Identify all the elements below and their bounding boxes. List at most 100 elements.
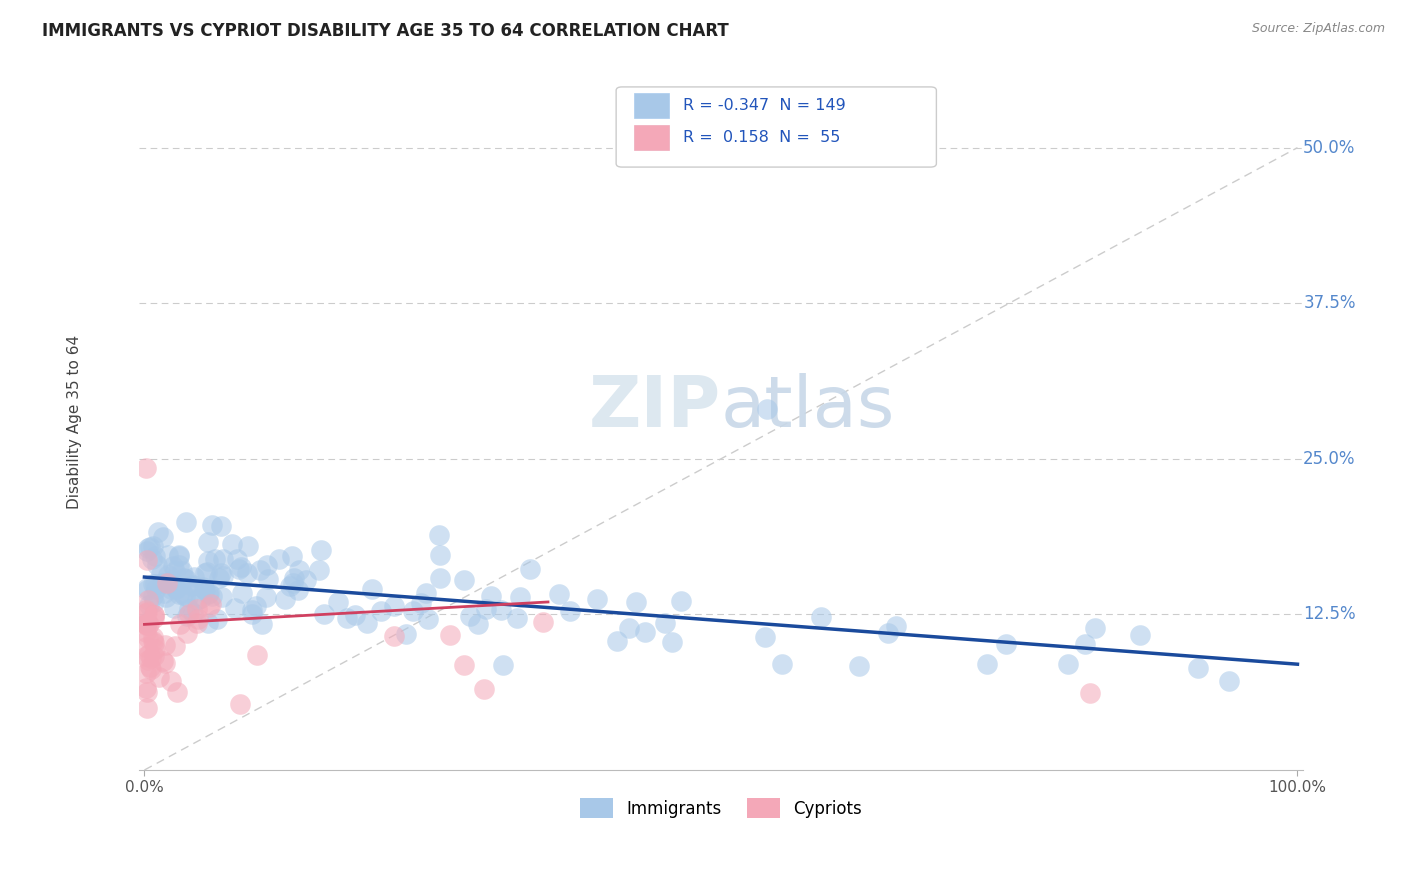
Point — [183, 607, 205, 621]
Point — [180, 579, 202, 593]
Point — [149, 566, 172, 581]
Point — [1057, 657, 1080, 672]
Point — [460, 609, 482, 624]
Point — [308, 563, 330, 577]
Point — [382, 599, 405, 613]
Point — [177, 602, 200, 616]
Point — [661, 635, 683, 649]
Point — [177, 590, 200, 604]
Point — [245, 648, 267, 662]
Point — [191, 581, 214, 595]
Point — [228, 562, 250, 576]
Point — [344, 608, 367, 623]
Point — [204, 552, 226, 566]
Point — [165, 564, 187, 578]
Point — [242, 603, 264, 617]
Point — [142, 631, 165, 645]
Point — [160, 582, 183, 597]
Point — [135, 640, 157, 655]
Point — [859, 141, 882, 155]
Bar — [634, 125, 668, 150]
Point — [155, 638, 177, 652]
Point — [163, 639, 186, 653]
Text: atlas: atlas — [721, 373, 896, 442]
Point — [309, 543, 332, 558]
Text: Disability Age 35 to 64: Disability Age 35 to 64 — [67, 334, 82, 508]
Point — [157, 568, 180, 582]
Point — [201, 590, 224, 604]
Point — [429, 571, 451, 585]
Point — [254, 590, 277, 604]
Point — [278, 579, 301, 593]
Point — [187, 612, 209, 626]
Point — [138, 598, 160, 612]
Point — [197, 554, 219, 568]
Point — [135, 618, 157, 632]
Point — [162, 601, 184, 615]
Point — [142, 634, 165, 648]
Point — [167, 549, 190, 563]
Point — [226, 552, 249, 566]
Point — [382, 629, 405, 643]
Point — [395, 626, 418, 640]
Point — [229, 697, 252, 711]
Point — [165, 582, 187, 596]
Point — [141, 651, 163, 665]
Point — [135, 617, 157, 632]
Point — [212, 552, 235, 566]
Point — [143, 549, 166, 564]
Point — [361, 582, 384, 596]
Point — [153, 657, 176, 671]
Point — [135, 625, 157, 640]
Text: 25.0%: 25.0% — [1303, 450, 1355, 467]
Point — [141, 552, 163, 566]
Point — [281, 549, 304, 563]
Point — [135, 603, 157, 617]
Point — [162, 578, 184, 592]
Point — [401, 604, 423, 618]
Point — [287, 563, 309, 577]
Point — [1187, 661, 1209, 675]
Point — [135, 617, 157, 632]
Point — [205, 612, 228, 626]
Point — [295, 573, 318, 587]
Point — [479, 590, 502, 604]
Point — [200, 598, 222, 612]
Point — [138, 617, 160, 632]
Point — [1078, 686, 1101, 700]
Point — [238, 540, 260, 554]
Point — [174, 515, 197, 529]
Point — [160, 573, 183, 587]
Point — [269, 552, 291, 566]
Point — [1129, 627, 1152, 641]
Point — [173, 589, 195, 603]
Point — [194, 566, 217, 580]
Point — [138, 541, 160, 555]
Point — [197, 535, 219, 549]
Point — [312, 607, 335, 622]
Point — [169, 617, 191, 632]
Text: 37.5%: 37.5% — [1303, 294, 1355, 312]
Point — [224, 601, 246, 615]
Point — [139, 660, 162, 674]
Point — [135, 681, 157, 696]
Point — [208, 571, 231, 585]
Legend: Immigrants, Cypriots: Immigrants, Cypriots — [574, 792, 869, 824]
Point — [1218, 674, 1240, 689]
Point — [142, 636, 165, 650]
Point — [169, 549, 191, 564]
Point — [138, 632, 160, 646]
Point — [634, 625, 657, 640]
Point — [169, 587, 191, 601]
Point — [976, 657, 998, 672]
Point — [136, 685, 159, 699]
Point — [197, 615, 219, 630]
Point — [142, 539, 165, 553]
Point — [142, 595, 165, 609]
Point — [142, 611, 165, 625]
Point — [415, 586, 437, 600]
Point — [174, 572, 197, 586]
Point — [1074, 637, 1097, 651]
Point — [287, 582, 309, 597]
Point — [135, 460, 157, 475]
